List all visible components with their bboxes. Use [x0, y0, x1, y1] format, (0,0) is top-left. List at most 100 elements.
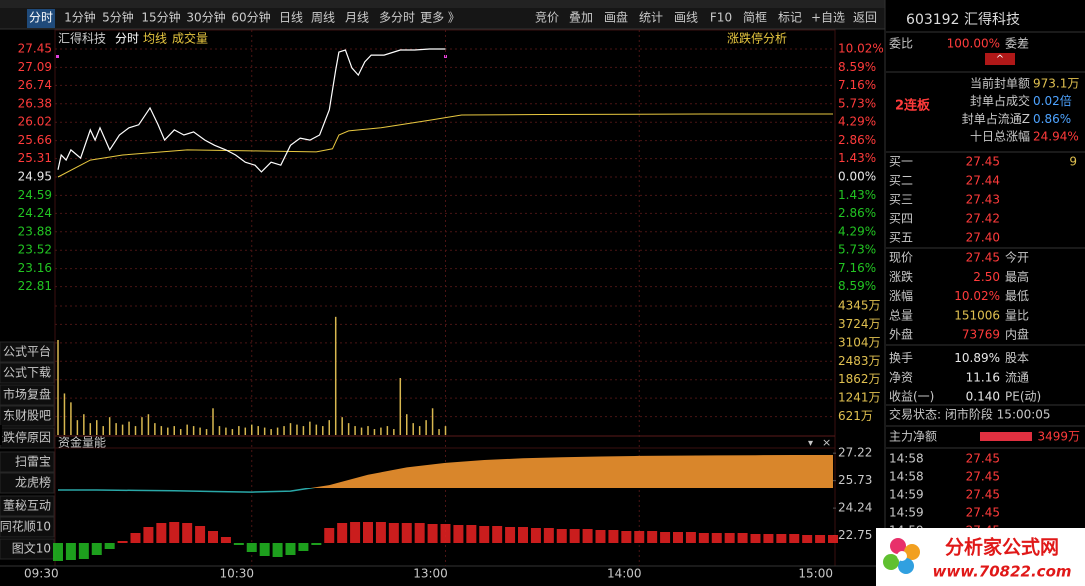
trade-price: 27.45	[966, 488, 1000, 502]
book-label: 买一	[889, 155, 913, 169]
volume-bar	[296, 424, 298, 435]
flow-bar	[130, 533, 141, 543]
sidebar-item[interactable]: 市场复盘	[3, 387, 51, 402]
book-label: 买四	[889, 212, 913, 226]
tool-button[interactable]: +自选	[811, 11, 845, 25]
book-price: 27.44	[966, 174, 1000, 188]
tab[interactable]: 月线	[345, 11, 369, 25]
dropdown-icon[interactable]: ▾	[808, 438, 813, 449]
flow-bar	[233, 543, 244, 545]
sidebar-item[interactable]: 扫雷宝	[15, 455, 51, 469]
seal-label: 封单占流通Z	[962, 111, 1030, 126]
net-bar	[980, 432, 1032, 441]
flow-bar	[569, 529, 580, 543]
flow-bar	[647, 531, 658, 543]
avg-line	[57, 113, 833, 178]
volume-bar	[431, 408, 434, 435]
volume-bar	[218, 426, 221, 435]
tab[interactable]: 更多 》	[420, 11, 460, 25]
volume-bar	[212, 408, 214, 435]
tool-button[interactable]: 标记	[778, 11, 802, 25]
stat-value: 2.50	[973, 270, 1000, 284]
volume-bar	[192, 426, 195, 435]
tab[interactable]: 5分钟	[102, 10, 134, 25]
limit-analysis-button[interactable]: 涨跌停分析	[727, 31, 787, 46]
stat-label: 涨跌	[889, 269, 913, 284]
legend-avg: 均线	[143, 32, 167, 46]
sidebar-item[interactable]: 公式下载	[3, 366, 51, 380]
volume-bar	[83, 414, 85, 435]
volume-tick-label: 4345万	[838, 299, 881, 313]
stat-label: 净资	[889, 370, 913, 384]
pct-tick-label: 7.16%	[838, 261, 876, 275]
sidebar-item[interactable]: 公式平台	[3, 344, 51, 359]
flow-bar	[763, 534, 774, 543]
sidebar-item[interactable]: 龙虎榜	[15, 475, 51, 490]
stat-value: 151006	[954, 308, 1000, 322]
tab[interactable]: 30分钟	[186, 10, 225, 25]
sidebar-item[interactable]: 东财股吧	[3, 409, 51, 423]
tab[interactable]: 1分钟	[64, 10, 96, 25]
tool-button[interactable]: 返回	[853, 11, 877, 25]
tool-button[interactable]: 统计	[639, 11, 663, 25]
volume-bar	[438, 429, 440, 435]
tool-button[interactable]: 画线	[674, 11, 698, 25]
volume-bar	[406, 414, 408, 435]
tab[interactable]: 分时	[29, 11, 53, 25]
sidebar-mask	[0, 425, 2, 445]
tool-button[interactable]: 简框	[743, 11, 767, 25]
tool-button[interactable]: 画盘	[604, 10, 628, 25]
sidebar-item[interactable]: 图文10	[12, 541, 51, 556]
price-tick-label: 26.74	[18, 78, 52, 92]
tool-button[interactable]: F10	[710, 11, 732, 25]
sidebar-item-bg	[0, 341, 55, 363]
stat-label2: 今开	[1005, 250, 1029, 265]
main-net-label: 主力净额	[889, 430, 937, 444]
book-label: 买三	[889, 193, 913, 207]
tab[interactable]: 多分时	[379, 11, 415, 25]
volume-bar	[380, 427, 382, 435]
stat-value: 11.16	[966, 370, 1000, 384]
volume-bar	[63, 393, 66, 435]
sidebar-item-bg	[0, 472, 55, 494]
volume-bar	[393, 429, 395, 435]
time-label: 10:30	[219, 567, 254, 581]
pct-tick-label: 7.16%	[838, 78, 876, 92]
time-label: 13:00	[413, 567, 448, 581]
sidebar-item[interactable]: 涨跌停原因	[0, 430, 51, 445]
tab[interactable]: 日线	[279, 11, 303, 25]
flow-bar	[673, 532, 683, 543]
tool-button[interactable]: 叠加	[569, 11, 593, 25]
volume-bar	[251, 424, 253, 435]
sidebar-item[interactable]: 董秘互动	[3, 499, 51, 513]
volume-bar	[373, 429, 376, 435]
volume-bar	[270, 429, 272, 435]
tab[interactable]: 60分钟	[231, 10, 270, 25]
close-icon[interactable]: ×	[822, 436, 831, 449]
flow-bar	[634, 531, 645, 543]
volume-bar	[334, 316, 337, 435]
stat-label2: 量比	[1005, 308, 1029, 322]
volume-bar	[96, 420, 98, 435]
tool-button[interactable]: 竞价	[535, 11, 559, 25]
webi-label: 委比	[889, 37, 913, 51]
flow-bar	[375, 522, 386, 543]
marker	[56, 55, 59, 58]
flow-bar	[65, 543, 76, 560]
tab[interactable]: 15分钟	[141, 10, 180, 25]
limit-badge: 2连板	[895, 98, 931, 114]
logo-url: www.70822.com	[932, 563, 1071, 581]
volume-bar	[341, 417, 343, 435]
volume-bar	[302, 426, 305, 435]
seal-label: 十日总涨幅	[970, 129, 1030, 144]
sidebar-item[interactable]: 同花顺10	[0, 519, 51, 534]
expand-button[interactable]	[985, 53, 1015, 65]
flow-bar	[401, 523, 412, 543]
tab[interactable]: 周线	[311, 11, 335, 25]
trade-time: 14:59	[889, 488, 924, 502]
price-tick-label: 25.66	[18, 133, 52, 147]
volume-bar	[134, 426, 137, 435]
flow-bar	[259, 543, 270, 556]
fund-line-low	[58, 488, 316, 493]
